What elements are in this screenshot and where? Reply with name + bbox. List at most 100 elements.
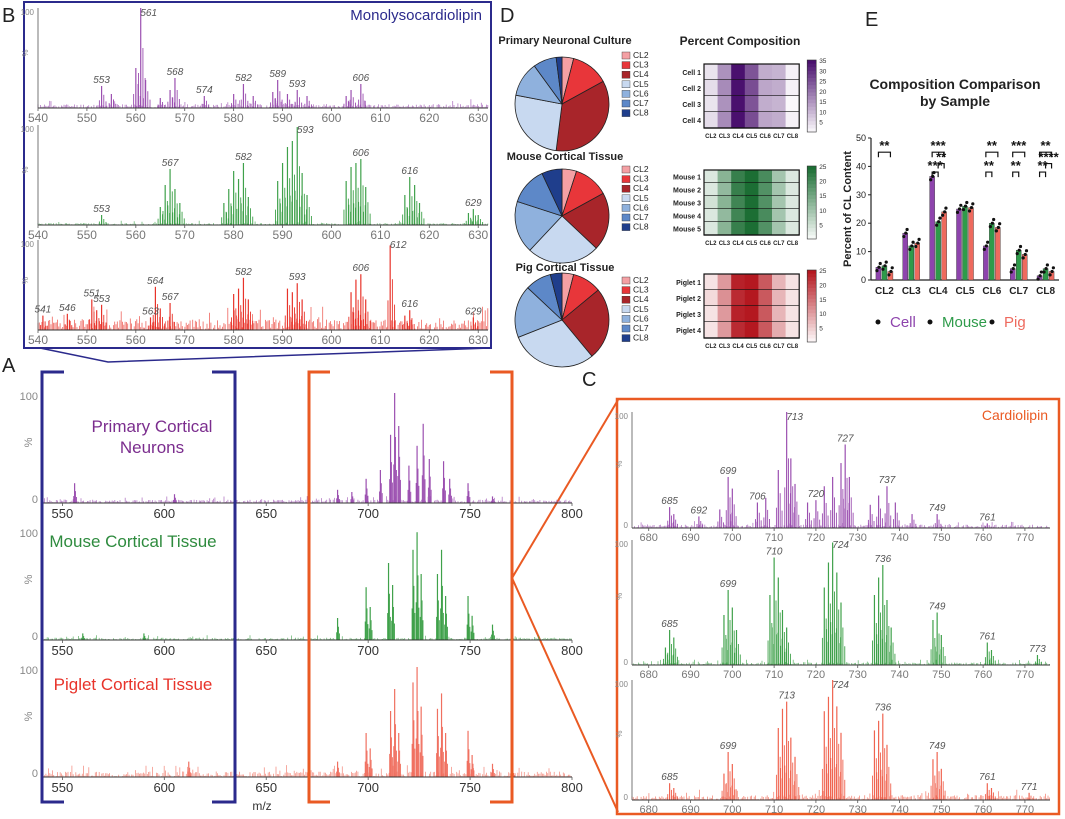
significance-bracket <box>985 171 993 178</box>
panel-c-title: Cardiolipin <box>982 407 1048 423</box>
heatmap-col-label: CL7 <box>773 344 785 350</box>
heatmap-cell <box>704 80 719 96</box>
legend-label-cl8: CL8 <box>633 108 649 118</box>
spectrum-a-0-y-tick-0: 0 <box>32 494 38 506</box>
panel-b-spectra: 540 550 560 570 580 590 600 610 620 630 100% 561 553… <box>21 8 489 347</box>
spectrum-c-1-peak-label: 699 <box>720 579 737 590</box>
spectrum-b-2-peak-label: 606 <box>352 263 369 274</box>
colorbar-segment <box>807 124 817 129</box>
spectrum-a-0-x-tick-label: 750 <box>459 506 481 521</box>
x-tick-label-cl3: CL3 <box>902 286 921 297</box>
spectrum-c-2-y-tick-100: 100 <box>615 680 629 689</box>
colorbar-segment <box>807 295 817 300</box>
heatmap-cell <box>704 306 719 322</box>
colorbar-tick-label: 5 <box>819 326 823 333</box>
legend-swatch-cl7 <box>621 213 631 222</box>
x-tick-label-cl7: CL7 <box>1009 286 1028 297</box>
panel-e-title-1: Composition Comparison <box>869 76 1040 92</box>
colorbar-segment <box>807 191 817 196</box>
heatmap-cell <box>758 170 773 183</box>
data-point <box>998 222 1002 226</box>
legend-swatch-cl8 <box>621 334 631 342</box>
panel-a-title-cell-1: Primary Cortical <box>92 417 213 436</box>
panel-b-title: Monolysocardiolipin <box>350 7 482 24</box>
spectrum-a-1-y-tick-100: 100 <box>20 528 38 540</box>
heatmap-cell <box>785 64 800 80</box>
colorbar-tick-label: 15 <box>819 297 827 304</box>
heatmap-cell <box>717 96 732 112</box>
spectrum-b-2-x-tick-label: 620 <box>419 333 439 347</box>
spectrum-c-0-x-tick-label: 680 <box>640 532 658 544</box>
heatmap-cell <box>731 80 746 96</box>
heatmap-col-label: CL8 <box>787 241 799 247</box>
y-tick-label: 0 <box>861 275 866 285</box>
heatmap-row-label: Piglet 2 <box>676 296 701 303</box>
legend-label-pig: Pig <box>1004 314 1026 331</box>
spectrum-c-2-peak-label: 713 <box>778 691 795 702</box>
spectrum-c-0-peak-label: 727 <box>837 433 854 444</box>
heatmap-cell <box>731 196 746 209</box>
spectrum-b-1-x-tick-label: 550 <box>77 228 97 242</box>
data-point <box>990 221 994 225</box>
heatmap-col-label: CL5 <box>746 134 758 140</box>
colorbar-segment <box>807 78 817 83</box>
heatmap-cell <box>731 290 746 306</box>
heatmap-col-label: CL4 <box>732 134 744 140</box>
data-point <box>1009 270 1013 274</box>
legend-swatch-cl7 <box>621 324 631 333</box>
colorbar-segment <box>807 306 817 311</box>
spectrum-c-1-x-tick-label: 740 <box>890 669 908 681</box>
spectrum-a-2-x-tick-label: 800 <box>561 780 583 795</box>
spectrum-b-1-x-tick-label: 560 <box>126 228 146 242</box>
heatmap-cell <box>704 222 719 235</box>
data-point <box>967 209 972 213</box>
spectrum-a-0-x-tick-label: 800 <box>561 506 583 521</box>
heatmap-frame <box>703 63 800 129</box>
pie-slice-1-cl5 <box>529 215 597 264</box>
spectrum-c-1-x-tick-label: 730 <box>849 669 867 681</box>
data-point <box>910 244 914 248</box>
colorbar-segment <box>807 320 817 325</box>
legend-swatch-cl6 <box>621 315 631 323</box>
data-point <box>969 205 974 210</box>
pie-slice-0-cl4 <box>555 80 610 152</box>
heatmap-cell <box>772 96 787 112</box>
x-tick-label-cl5: CL5 <box>956 286 975 297</box>
data-point <box>992 217 996 222</box>
heatmap-cell <box>772 112 787 128</box>
heatmap-col-label: CL3 <box>719 134 731 140</box>
colorbar-segment <box>807 217 817 222</box>
colorbar-segment <box>807 327 817 332</box>
significance-label: ** <box>1011 158 1022 173</box>
spectrum-c-0-y-label: % <box>615 461 624 468</box>
significance-bracket <box>937 162 945 169</box>
heatmap-cell <box>772 222 787 235</box>
colorbar-segment <box>807 316 817 321</box>
colorbar-tick-label: 10 <box>819 208 827 215</box>
spectrum-c-2-peak-label: 724 <box>832 680 849 691</box>
panel-label-a: A <box>2 355 16 377</box>
spectrum-a-2-x-tick-label: 700 <box>357 780 379 795</box>
heatmap-col-label: CL6 <box>760 344 772 350</box>
data-point <box>890 266 894 270</box>
heatmap-row-label: Mouse 5 <box>673 227 701 234</box>
heatmap-cell <box>744 112 759 128</box>
significance-label: ** <box>1041 138 1052 153</box>
spectrum-b-0-x-tick-label: 610 <box>370 111 390 125</box>
bar-cell-cl7 <box>1010 268 1016 281</box>
spectrum-c-0-x-tick-label: 700 <box>723 532 741 544</box>
heatmap-cell <box>731 306 746 322</box>
x-tick-label-cl8: CL8 <box>1036 286 1055 297</box>
spectrum-a-0-x-tick-label: 550 <box>52 506 74 521</box>
legend-swatch-cl2 <box>621 276 631 285</box>
heatmap-col-label: CL2 <box>705 241 717 247</box>
data-point <box>902 234 906 239</box>
spectrum-b-0-y-tick-100: 100 <box>21 8 35 17</box>
spectrum-b-0-peak-label: 553 <box>93 75 110 86</box>
data-point <box>1011 267 1015 271</box>
y-tick-label: 40 <box>856 161 866 171</box>
significance-bracket <box>1012 171 1020 178</box>
spectrum-b-0-x-tick-label: 560 <box>126 111 146 125</box>
colorbar-segment <box>807 99 817 104</box>
spectrum-c-1-peak-label: 761 <box>979 632 996 643</box>
